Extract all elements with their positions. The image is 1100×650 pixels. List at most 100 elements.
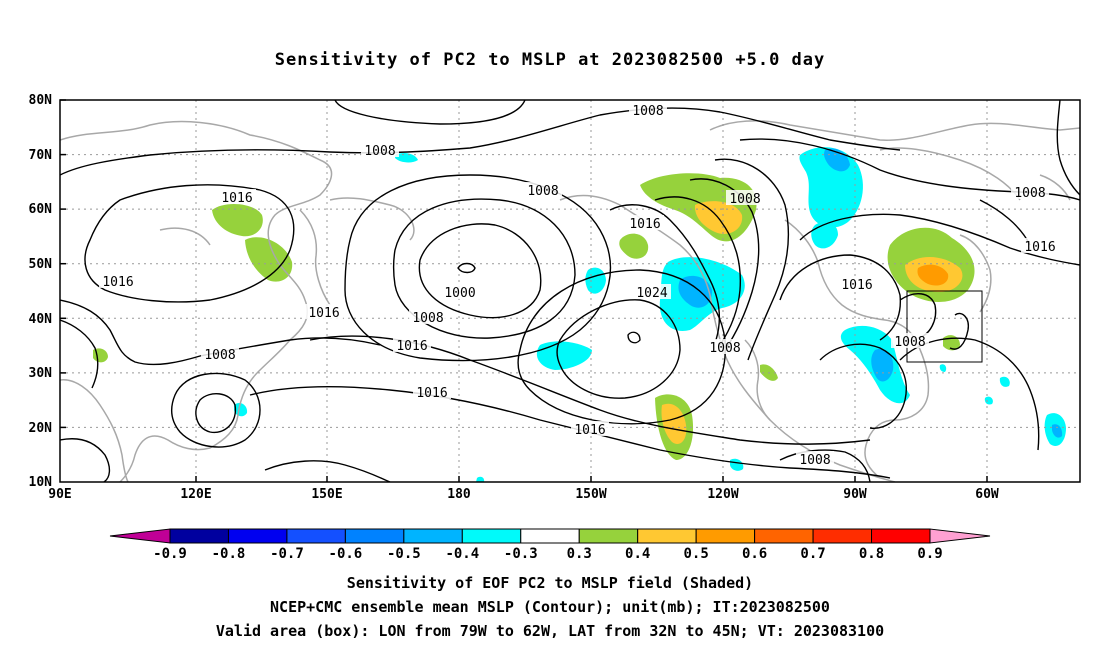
lat-label: 60N	[29, 202, 53, 217]
contour-label-bg	[633, 284, 671, 299]
contour-label: 1008	[527, 184, 558, 199]
colorbar-cell	[169, 528, 229, 544]
contour-label-bg	[726, 190, 764, 205]
colorbar-cell	[637, 528, 697, 544]
lat-label: 50N	[29, 257, 53, 272]
contour-label: 1016	[1024, 240, 1055, 255]
colorbar-cell	[812, 528, 873, 544]
colorbar-label: -0.9	[153, 546, 187, 562]
lat-label: 40N	[29, 312, 53, 327]
contour-label-bg	[706, 339, 744, 354]
axis-ticks	[60, 99, 988, 482]
contour-labels: 1008 1008 1008 1008 1008 1008 1008 1008 1008 1008…	[99, 102, 1059, 468]
contour-label: 1008	[799, 453, 830, 468]
contour-label-bg	[99, 273, 137, 288]
contour-label-bg	[201, 346, 239, 361]
lon-label: 150E	[311, 487, 342, 502]
colorbar-cell	[578, 528, 639, 544]
caption-shading: Sensitivity of EOF PC2 to MSLP field (Sh…	[346, 574, 754, 592]
contour-label-bg	[891, 333, 929, 348]
lon-label: 90E	[48, 487, 71, 502]
contour-label: 1008	[1014, 186, 1045, 201]
contour-label-bg	[796, 451, 834, 466]
contour-label-bg	[1011, 184, 1049, 199]
contour-label: 1008	[894, 335, 925, 350]
colorbar-low-triangle	[109, 528, 171, 544]
caption-valid-area: Valid area (box): LON from 79W to 62W, L…	[215, 622, 885, 640]
colorbar-label: 0.7	[800, 546, 825, 562]
colorbar-cell	[695, 528, 756, 544]
lon-label: 90W	[843, 487, 867, 502]
lat-label: 80N	[29, 93, 53, 108]
colorbar-label: 0.6	[742, 546, 767, 562]
contour-label-bg	[305, 304, 343, 319]
lon-label: 120W	[707, 487, 738, 502]
longitude-labels: 90E 120E 150E 180 150W 120W 90W 60W	[48, 487, 999, 502]
colorbar-cell	[403, 528, 463, 544]
latitude-labels: 80N 70N 60N 50N 40N 30N 20N 10N	[29, 93, 53, 490]
contour-label-bg	[524, 182, 562, 197]
contour-label: 1008	[364, 144, 395, 159]
contour-label: 1000	[444, 286, 475, 301]
valid-area-box	[906, 290, 983, 363]
contour-label: 1008	[204, 348, 235, 363]
colorbar-cell	[227, 528, 288, 544]
contour-label-bg	[1021, 238, 1059, 253]
contour-label: 1016	[574, 423, 605, 438]
lat-label: 70N	[29, 148, 53, 163]
contour-label: 1024	[636, 286, 667, 301]
contour-label-bg	[413, 384, 451, 399]
contour-label-bg	[571, 421, 609, 436]
contour-label: 1008	[709, 341, 740, 356]
colorbar-cell	[520, 528, 580, 544]
colorbar-label: -0.7	[270, 546, 304, 562]
contour-label-bg	[838, 276, 876, 291]
colorbar-label: -0.4	[445, 546, 479, 562]
contour-label: 1016	[416, 386, 447, 401]
sensitivity-shading	[93, 147, 1066, 482]
colorbar-label: -0.8	[212, 546, 246, 562]
contour-label-bg	[629, 102, 667, 117]
colorbar-label: 0.5	[684, 546, 709, 562]
colorbar-high-triangle	[929, 528, 991, 544]
contour-label-bg	[441, 284, 479, 299]
contour-label: 1016	[841, 278, 872, 293]
lat-label: 30N	[29, 366, 53, 381]
lat-label: 10N	[29, 475, 53, 490]
colorbar-label: -0.6	[329, 546, 363, 562]
colorbar-label: 0.9	[917, 546, 942, 562]
contour-label: 1008	[412, 311, 443, 326]
contour-label: 1016	[396, 339, 427, 354]
colorbar-cell	[871, 528, 931, 544]
contour-label-bg	[361, 142, 399, 157]
map-frame	[59, 99, 1081, 483]
colorbar-cell	[754, 528, 814, 544]
contour-label: 1016	[102, 275, 133, 290]
contour-label: 1016	[221, 191, 252, 206]
contour-label: 1016	[629, 217, 660, 232]
lon-label: 120E	[180, 487, 211, 502]
colorbar-label: 0.4	[625, 546, 650, 562]
contour-label: 1008	[729, 192, 760, 207]
colorbar-label: -0.5	[387, 546, 421, 562]
colorbar-cell	[286, 528, 346, 544]
colorbar-cell	[461, 528, 522, 544]
contour-label: 1016	[308, 306, 339, 321]
lat-label: 20N	[29, 421, 53, 436]
grid-lines	[60, 100, 1080, 482]
lon-label: 180	[447, 487, 471, 502]
lon-label: 60W	[975, 487, 999, 502]
contour-label-bg	[218, 189, 256, 204]
colorbar-label: 0.8	[859, 546, 884, 562]
contour-label-bg	[393, 337, 431, 352]
colorbar-label: -0.3	[504, 546, 538, 562]
colorbar: -0.9 -0.8 -0.7 -0.6 -0.5 -0.4 -0.3 0.3 0.4 0.5 0.6…	[109, 528, 991, 562]
contour-label-bg	[626, 215, 664, 230]
contour-label: 1008	[632, 104, 663, 119]
mslp-contours	[60, 100, 1080, 482]
lon-label: 150W	[575, 487, 606, 502]
contour-label-bg	[409, 309, 447, 324]
colorbar-label: 0.3	[567, 546, 592, 562]
colorbar-cell	[344, 528, 405, 544]
